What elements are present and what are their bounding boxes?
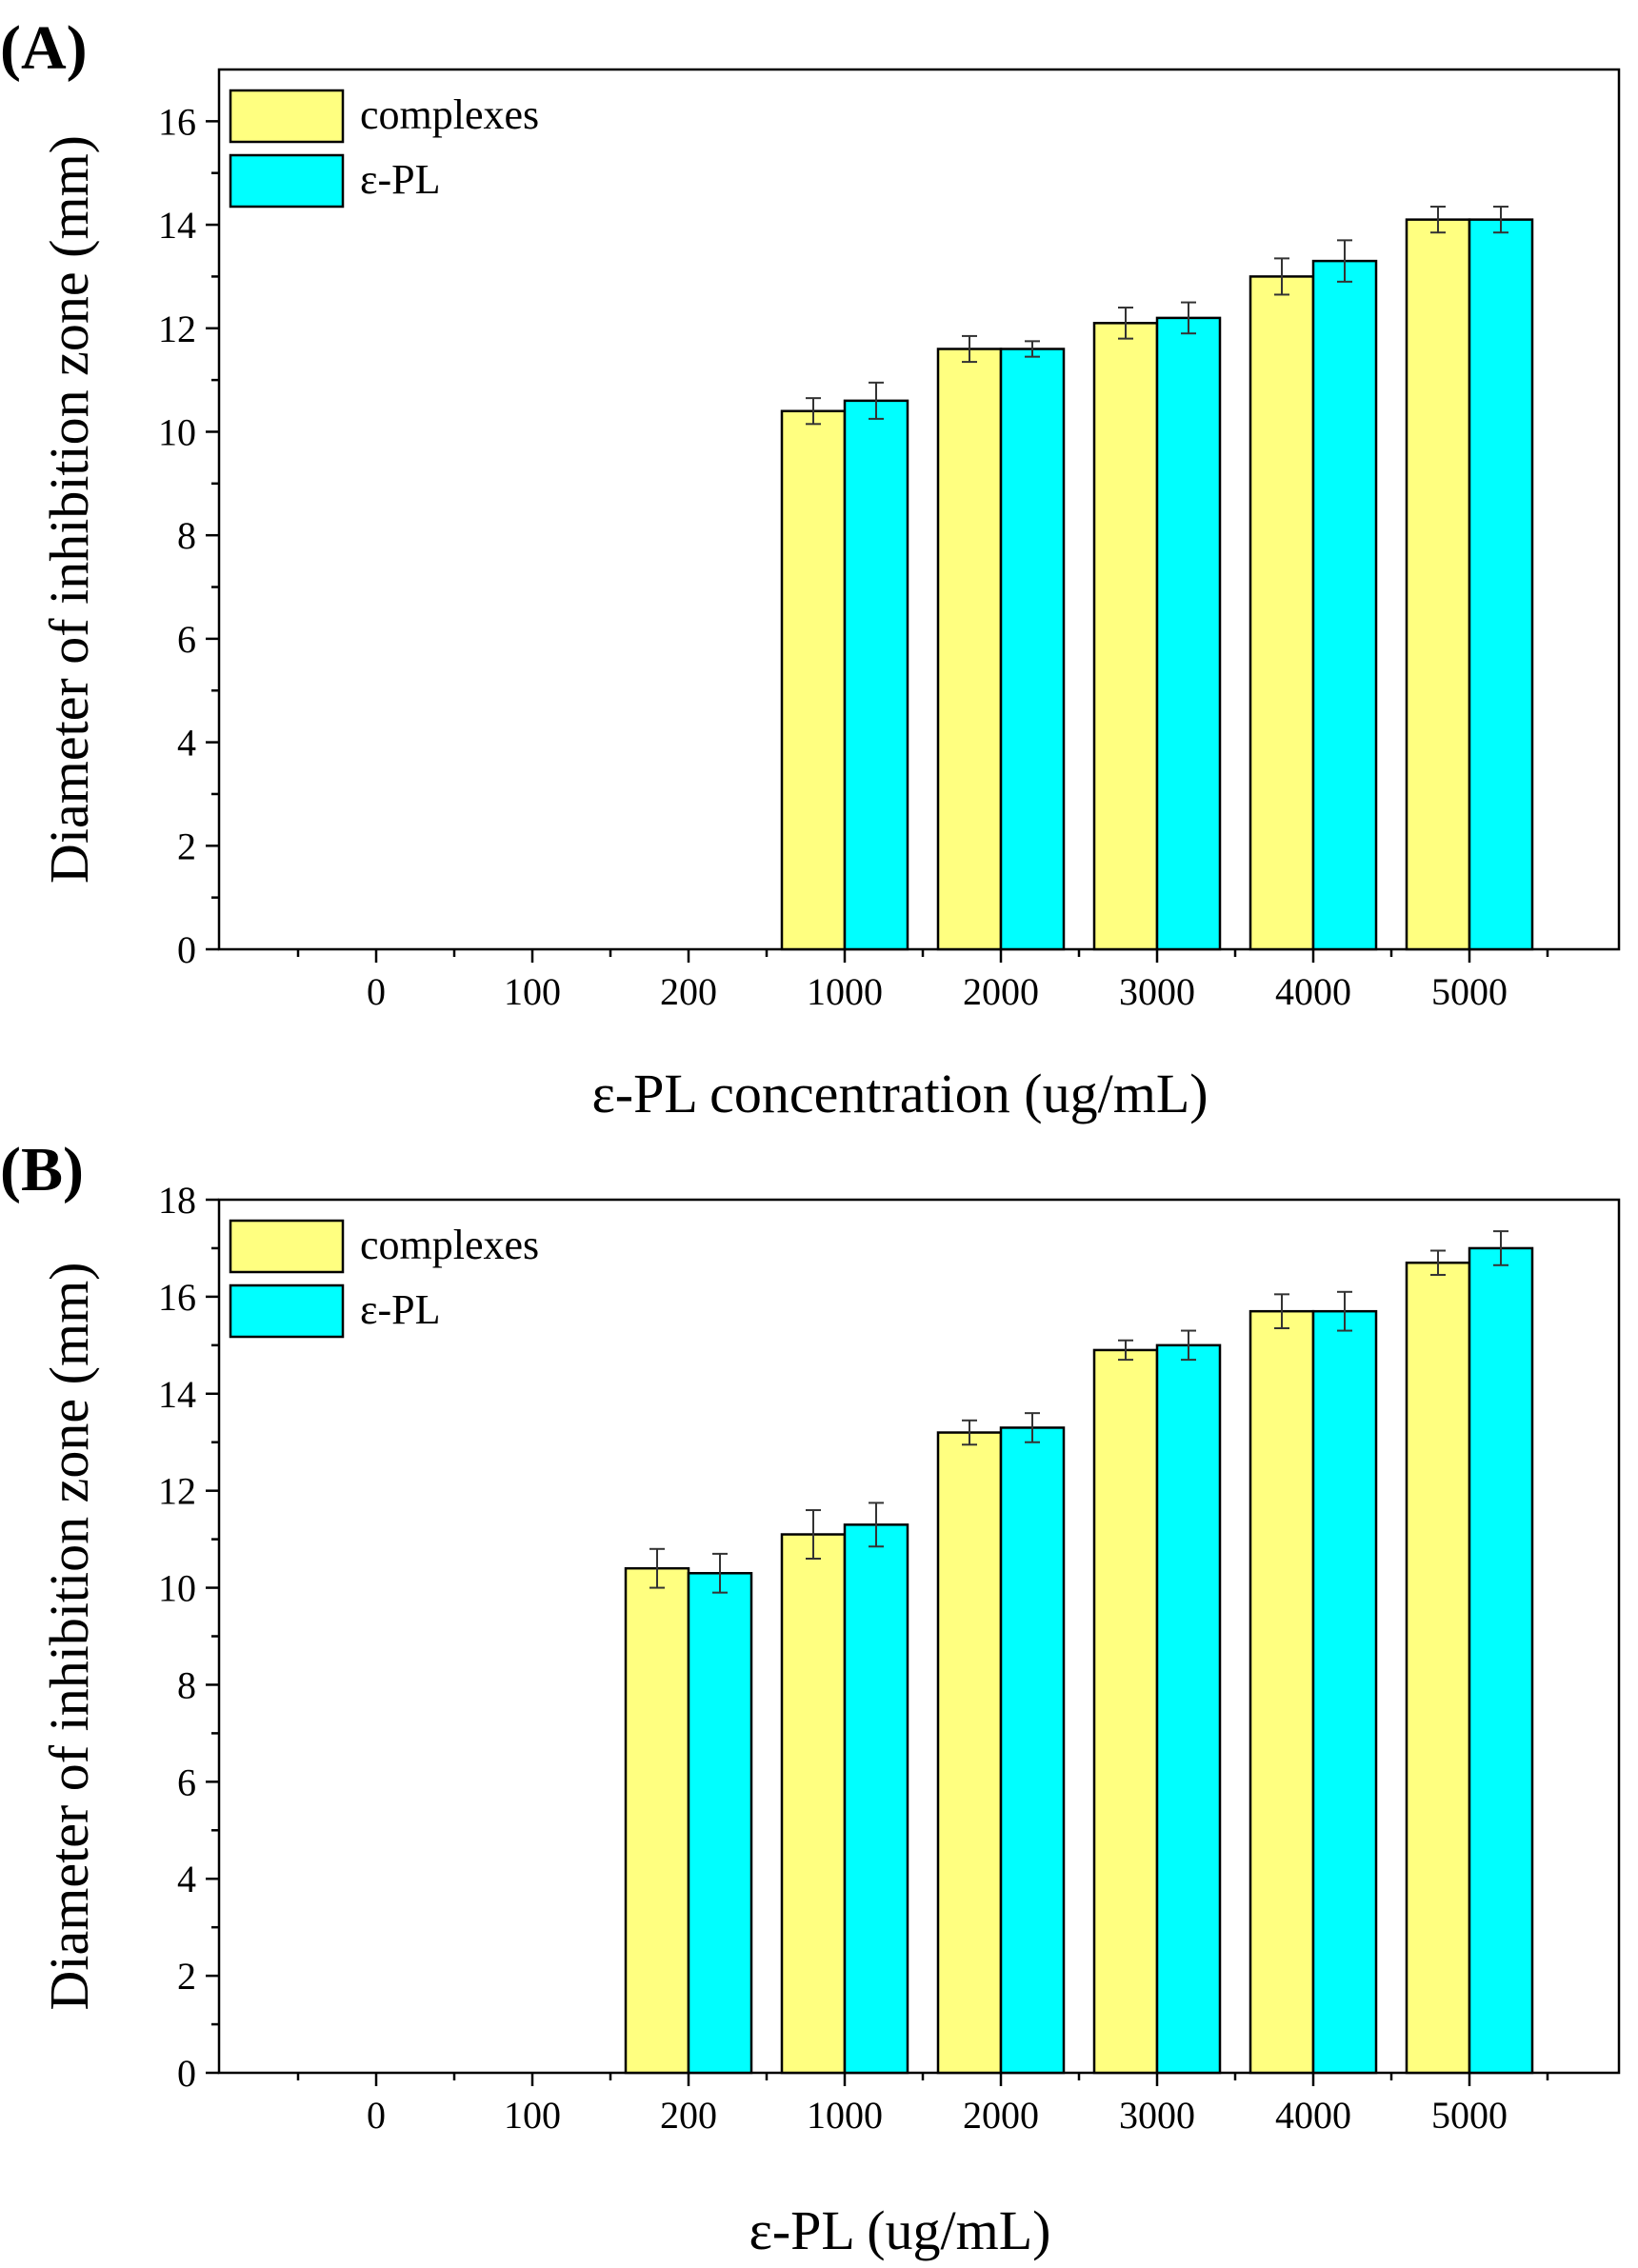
y-tick-label: 16 <box>158 100 196 143</box>
y-tick-label: 6 <box>177 1761 196 1803</box>
y-axis-title: Diameter of inhibition zone (mm) <box>38 1262 100 2010</box>
x-tick-label: 200 <box>660 970 717 1013</box>
x-tick-label: 3000 <box>1119 2094 1195 2137</box>
bar-epl <box>1311 1309 1378 2075</box>
y-tick-label: 8 <box>177 514 196 557</box>
y-tick-label: 4 <box>177 722 196 765</box>
y-tick-label: 4 <box>177 1858 196 1900</box>
bar-epl <box>999 348 1066 951</box>
legend-swatch <box>229 153 345 209</box>
y-tick-label: 0 <box>177 928 196 971</box>
x-tick-label: 0 <box>367 970 386 1013</box>
bar-complexes <box>624 1566 690 2075</box>
x-tick-label: 100 <box>504 2094 561 2137</box>
bar-complexes <box>1248 275 1315 951</box>
plot-frame <box>217 68 1621 951</box>
bar-epl <box>1155 316 1222 951</box>
panel-label: (A) <box>0 13 88 83</box>
x-tick-label: 0 <box>367 2094 386 2137</box>
y-tick-label: 0 <box>177 2052 196 2095</box>
x-tick-label: 100 <box>504 970 561 1013</box>
y-tick-label: 6 <box>177 618 196 661</box>
bars <box>624 1230 1534 2075</box>
bar-epl <box>999 1426 1066 2075</box>
bar-complexes <box>1405 1261 1471 2075</box>
bar-complexes <box>1248 1309 1315 2075</box>
legend-swatch <box>229 89 345 144</box>
x-tick-label: 200 <box>660 2094 717 2137</box>
y-tick-label: 12 <box>158 1470 196 1513</box>
x-tick-label: 4000 <box>1275 2094 1351 2137</box>
x-tick-label: 2000 <box>963 2094 1039 2137</box>
bar-epl <box>1468 1246 1534 2075</box>
bar-complexes <box>1405 218 1471 951</box>
legend-swatch <box>229 1219 345 1274</box>
x-axis: 0 100 200 1000 2000 3000 4000 5000 <box>296 949 1549 1013</box>
y-tick-label: 14 <box>158 1373 196 1416</box>
bar-epl <box>843 1523 909 2075</box>
y-axis: 0 2 4 6 8 10 12 14 16 18 <box>158 1179 219 2095</box>
y-tick-label: 2 <box>177 825 196 867</box>
x-axis-title: ε-PL (ug/mL) <box>749 2199 1051 2261</box>
y-tick-label: 10 <box>158 1567 196 1610</box>
legend: complexes ε-PL <box>229 89 539 209</box>
bar-epl <box>1155 1343 1222 2075</box>
y-axis-title: Diameter of inhibition zone (mm) <box>38 135 100 884</box>
bar-complexes <box>1092 322 1159 951</box>
x-tick-label: 3000 <box>1119 970 1195 1013</box>
bar-complexes <box>780 409 847 951</box>
y-axis: 0 2 4 6 8 10 12 14 16 <box>158 100 219 971</box>
y-tick-label: 14 <box>158 204 196 247</box>
bars <box>780 206 1534 951</box>
bar-epl <box>687 1572 753 2075</box>
y-tick-label: 12 <box>158 308 196 350</box>
x-tick-label: 1000 <box>807 2094 883 2137</box>
bar-complexes <box>936 348 1003 951</box>
panel-a: (A) 0 2 4 6 8 10 12 14 16 0 100 200 1000 2000 3000 4000 5… <box>0 13 1621 1124</box>
y-tick-label: 2 <box>177 1955 196 1998</box>
panel-b: (B) 0 2 4 6 8 10 12 14 16 18 0 100 200 1000 2000 3000 400… <box>0 1135 1621 2261</box>
x-tick-label: 2000 <box>963 970 1039 1013</box>
bar-complexes <box>936 1431 1003 2075</box>
x-tick-label: 5000 <box>1431 970 1508 1013</box>
bar-epl <box>1311 259 1378 951</box>
legend-label: ε-PL <box>360 1286 440 1333</box>
x-axis-title: ε-PL concentration (ug/mL) <box>591 1063 1208 1124</box>
x-axis: 0 100 200 1000 2000 3000 4000 5000 <box>296 2073 1549 2137</box>
legend: complexes ε-PL <box>229 1219 539 1339</box>
bar-epl <box>843 399 909 951</box>
bar-epl <box>1468 218 1534 951</box>
legend-label: complexes <box>360 91 539 138</box>
x-tick-label: 5000 <box>1431 2094 1508 2137</box>
x-tick-label: 4000 <box>1275 970 1351 1013</box>
bar-complexes <box>780 1533 847 2075</box>
panel-label: (B) <box>0 1135 84 1204</box>
y-tick-label: 10 <box>158 410 196 453</box>
legend-label: ε-PL <box>360 156 440 203</box>
y-tick-label: 16 <box>158 1276 196 1319</box>
legend-label: complexes <box>360 1222 539 1268</box>
x-tick-label: 1000 <box>807 970 883 1013</box>
y-tick-label: 8 <box>177 1663 196 1706</box>
bar-complexes <box>1092 1348 1159 2075</box>
y-tick-label: 18 <box>158 1179 196 1222</box>
legend-swatch <box>229 1283 345 1339</box>
